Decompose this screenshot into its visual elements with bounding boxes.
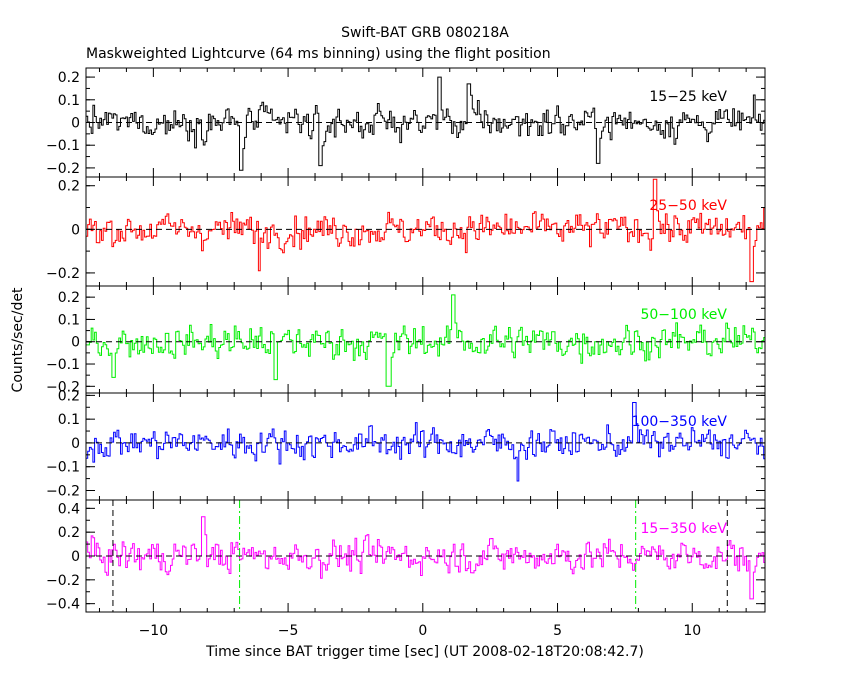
y-tick-label: 0.1 (58, 93, 80, 109)
chart-subtitle: Maskweighted Lightcurve (64 ms binning) … (86, 46, 551, 62)
band-label: 100−350 keV (632, 414, 728, 430)
y-tick-label: 0.2 (58, 388, 80, 404)
y-tick-label: 0.1 (58, 312, 80, 328)
y-tick-label: −0.2 (46, 266, 80, 282)
y-tick-label: 0 (71, 549, 80, 565)
panel-1: −0.2 −0.1 0 0.1 0.2 15−25 keV (46, 67, 766, 178)
lightcurve-series-4 (86, 402, 766, 482)
x-tick-label: −10 (139, 623, 169, 639)
band-label: 25−50 keV (649, 198, 727, 214)
x-tick-label: 10 (683, 623, 701, 639)
y-tick-label: 0 (71, 116, 80, 132)
x-tick-label: 5 (553, 623, 562, 639)
y-tick-label: −0.4 (46, 597, 80, 613)
y-tick-label: 0.2 (58, 525, 80, 541)
band-label: 50−100 keV (640, 307, 727, 323)
panel-4: −0.2 −0.1 0 0.1 0.2 100−350 keV (46, 388, 766, 501)
chart-title: Swift-BAT GRB 080218A (341, 25, 509, 41)
y-tick-label: 0.1 (58, 412, 80, 428)
panel-3: −0.2 −0.1 0 0.1 0.2 50−100 keV (46, 285, 766, 395)
y-tick-label: 0.4 (58, 501, 80, 517)
y-tick-label: 0.2 (58, 70, 80, 86)
panel-5: −0.4 −0.2 0 0.2 0.4 15−350 keV (46, 499, 766, 613)
lightcurve-series-2 (86, 178, 766, 283)
y-tick-label: 0 (71, 335, 80, 351)
lightcurve-series-3 (86, 294, 766, 387)
lightcurve-series-5 (86, 516, 766, 600)
y-tick-label: −0.1 (46, 460, 80, 476)
y-tick-label: 0.2 (58, 179, 80, 195)
x-tick-label: −5 (278, 623, 299, 639)
y-tick-label: 0 (71, 436, 80, 452)
y-tick-label: −0.2 (46, 483, 80, 499)
x-axis-label: Time since BAT trigger time [sec] (UT 20… (205, 644, 644, 660)
band-label: 15−25 keV (649, 89, 727, 105)
y-tick-label: −0.2 (46, 379, 80, 395)
y-tick-label: 0.2 (58, 290, 80, 306)
panels-group: −0.2 −0.1 0 0.1 0.2 15−25 keV −0.2 0 0.2 25−50 ke… (46, 67, 766, 639)
panel-2: −0.2 0 0.2 25−50 keV (46, 176, 766, 287)
y-tick-label: −0.2 (46, 161, 80, 177)
band-label: 15−350 keV (640, 521, 727, 537)
y-tick-label: 0 (71, 222, 80, 238)
y-axis-label: Counts/sec/det (10, 287, 26, 392)
y-tick-label: −0.1 (46, 357, 80, 373)
y-tick-label: −0.1 (46, 138, 80, 154)
lightcurve-series-1 (86, 76, 766, 171)
y-tick-label: −0.2 (46, 573, 80, 589)
x-tick-label: 0 (418, 623, 427, 639)
